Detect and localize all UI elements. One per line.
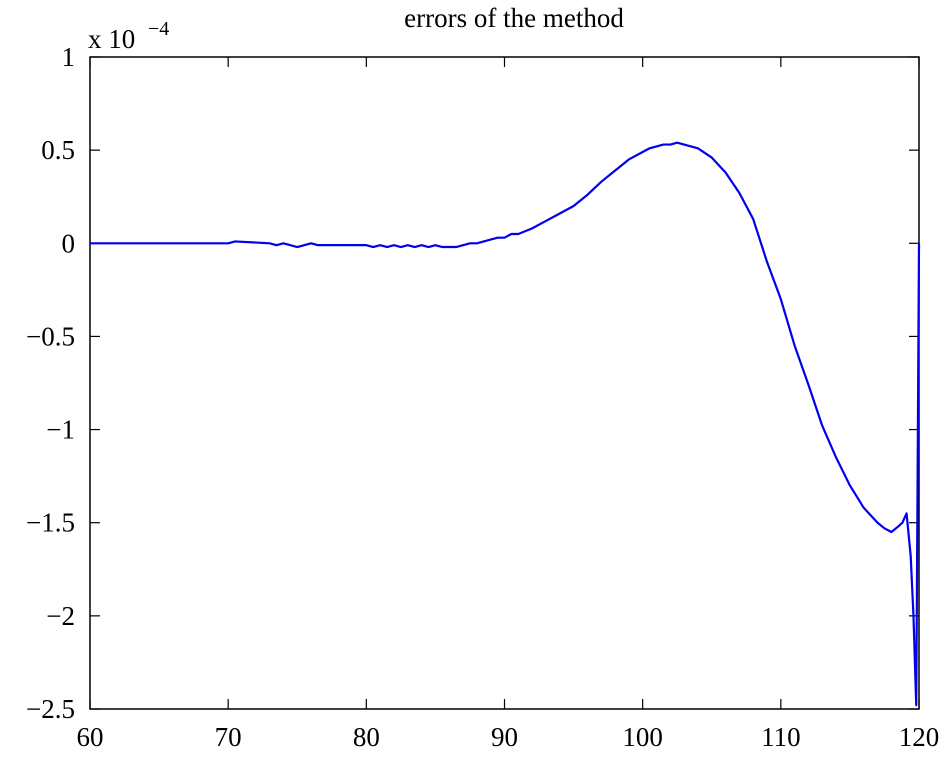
chart-title: errors of the method <box>404 3 624 33</box>
y-tick-label-2: 0 <box>62 228 76 258</box>
x-tick-label-3: 90 <box>491 722 518 752</box>
x-tick-label-2: 80 <box>353 722 380 752</box>
x-tick-label-1: 70 <box>215 722 242 752</box>
y-tick-label-3: −0.5 <box>26 321 75 351</box>
y-tick-label-7: −2.5 <box>26 694 75 724</box>
plot-area-frame <box>89 56 920 710</box>
y-axis-multiplier: x 10 −4 <box>88 18 169 54</box>
axis-tick-labels: 60 70 80 90 100 110 120 1 0.5 0 −0.5 −1 −1.5 −2 −2.5 <box>26 42 939 752</box>
y-multiplier-base: x 10 <box>88 24 135 54</box>
y-tick-label-6: −2 <box>46 601 75 631</box>
y-tick-label-0: 1 <box>62 42 76 72</box>
y-multiplier-exponent: −4 <box>148 18 169 40</box>
x-tick-label-6: 120 <box>899 722 940 752</box>
x-tick-label-4: 100 <box>622 722 663 752</box>
y-tick-label-5: −1.5 <box>26 508 75 538</box>
y-tick-label-4: −1 <box>46 415 75 445</box>
axis-ticks <box>89 56 920 710</box>
x-tick-label-0: 60 <box>77 722 104 752</box>
error-series-line <box>90 141 921 707</box>
y-tick-label-1: 0.5 <box>41 135 75 165</box>
x-tick-label-5: 110 <box>761 722 801 752</box>
